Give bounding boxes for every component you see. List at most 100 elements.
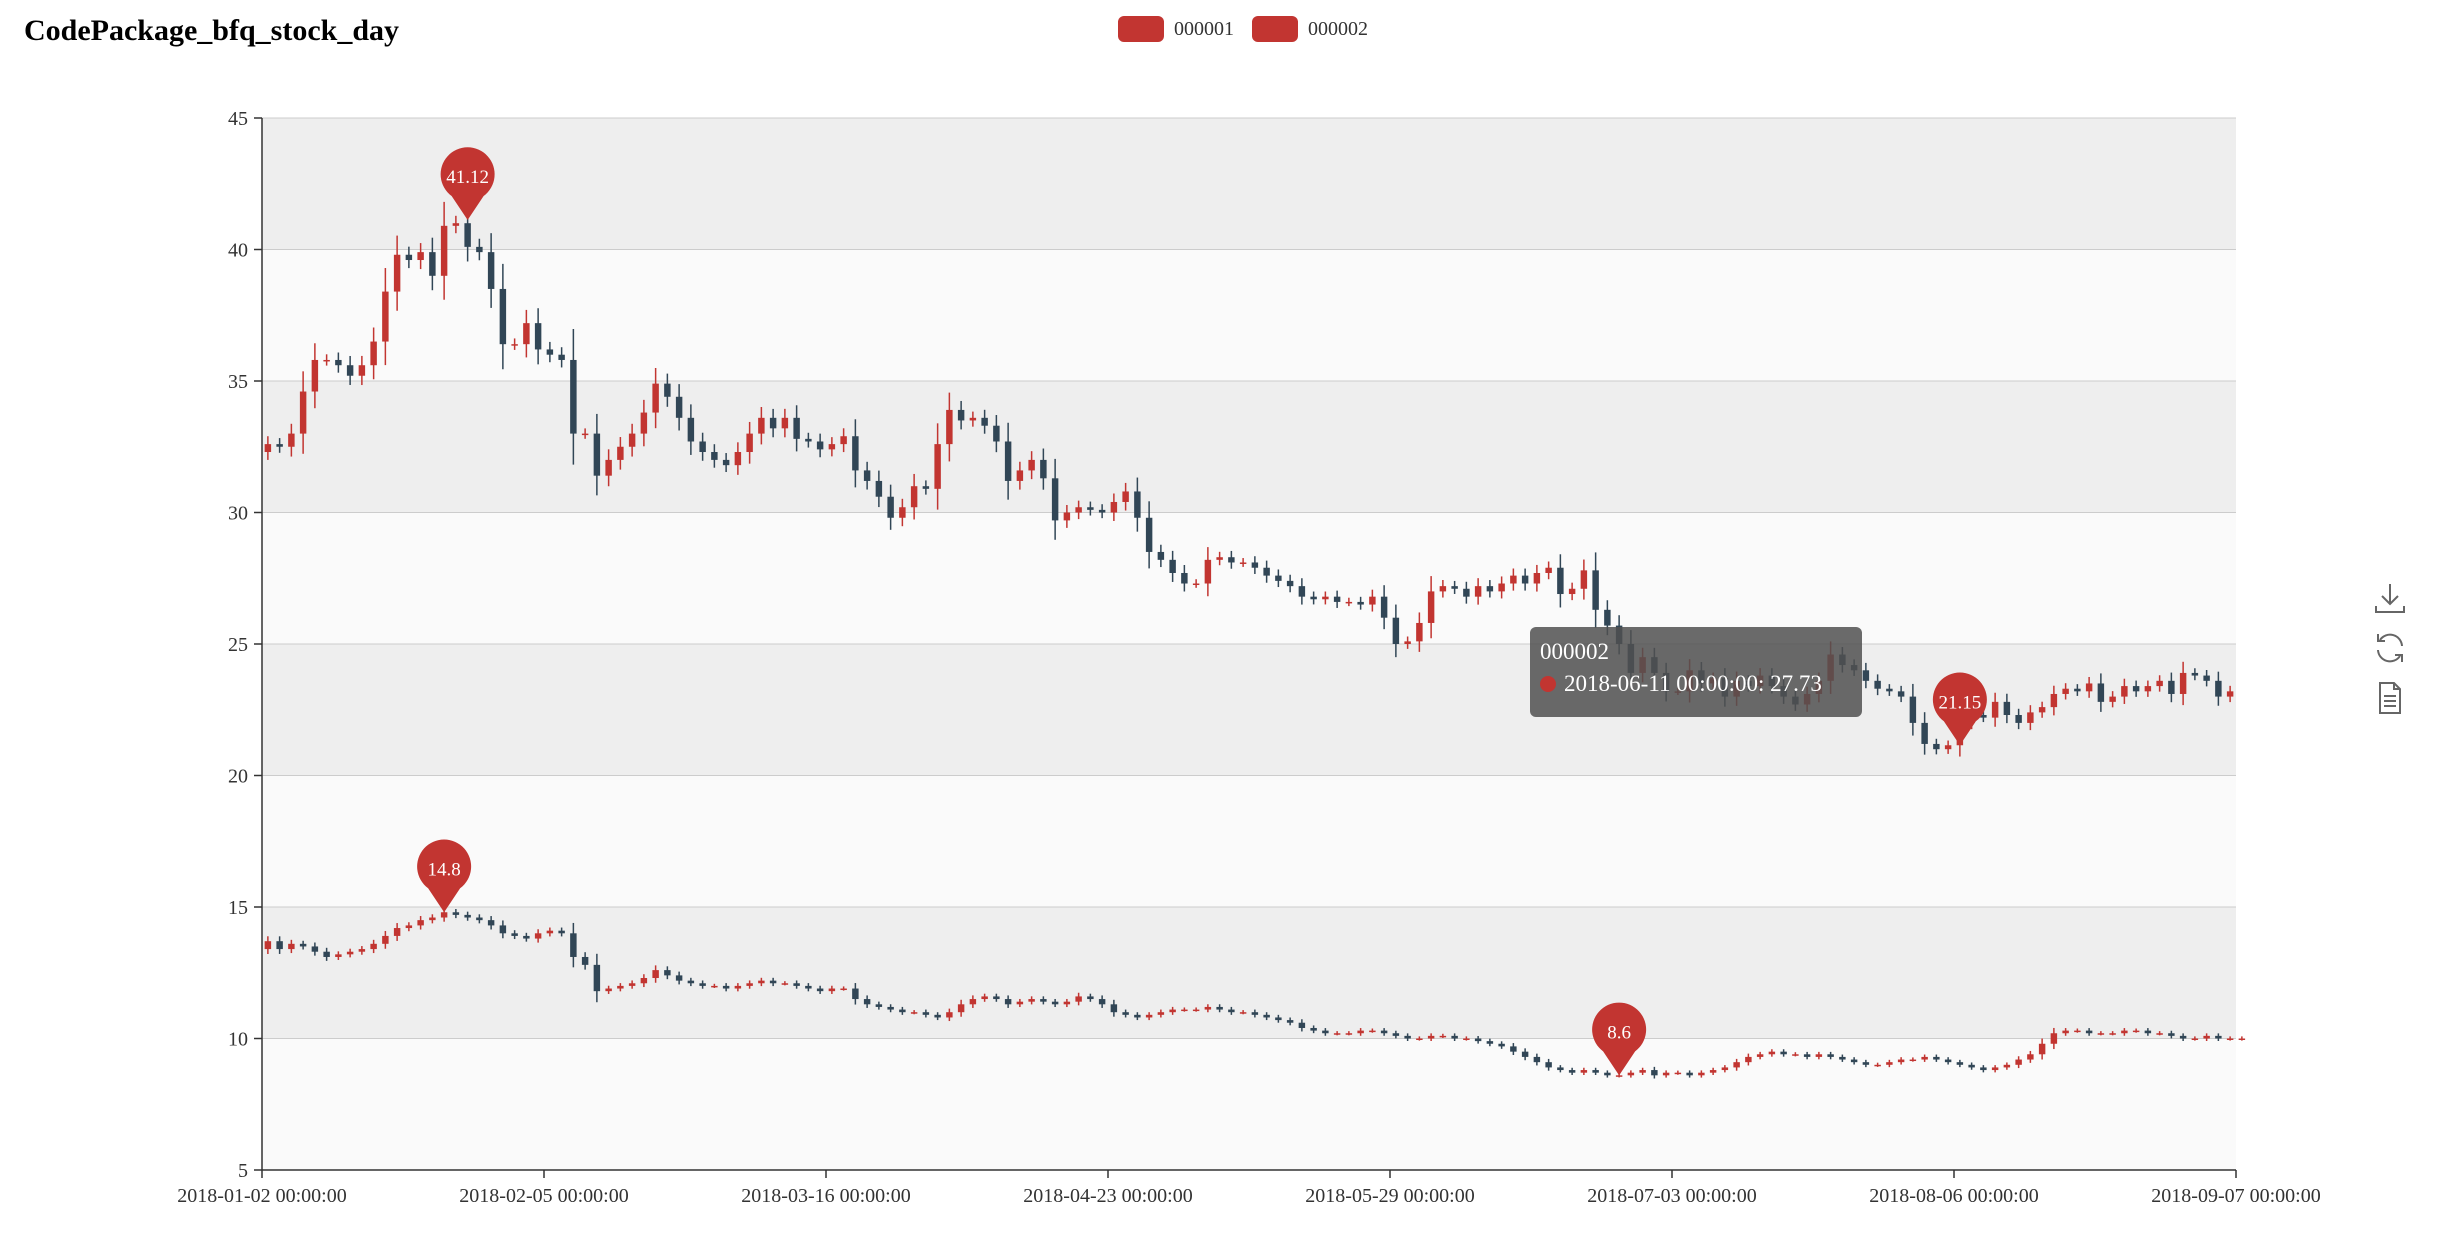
candle-body: [1322, 1030, 1329, 1034]
candle-body: [1275, 575, 1282, 581]
tooltip-marker-dot: [1540, 676, 1556, 692]
candle-body: [382, 291, 389, 342]
candle-body: [1709, 1070, 1717, 1073]
candle-body: [922, 486, 930, 489]
y-tick-label: 45: [228, 108, 248, 130]
candle-body: [687, 980, 695, 984]
candle-body: [1157, 551, 1165, 560]
candle-body: [852, 436, 859, 471]
candle-body: [1333, 1033, 1341, 1035]
legend-item-000001[interactable]: 000001: [1118, 16, 1234, 42]
candle-body: [2179, 1035, 2187, 1039]
candle-body: [1909, 696, 1917, 723]
candle-body: [1662, 1072, 1670, 1076]
candle-body: [1380, 1030, 1388, 1034]
candle-body: [746, 433, 753, 453]
candle-body: [393, 254, 401, 292]
candle-body: [1298, 1022, 1306, 1028]
candle-body: [605, 459, 612, 476]
y-tick-label: 15: [228, 897, 248, 919]
candle-body: [1333, 596, 1341, 602]
legend-item-000002[interactable]: 000002: [1252, 16, 1368, 42]
candle-body: [1486, 586, 1494, 592]
candle-body: [1310, 1027, 1317, 1031]
candle-body: [969, 417, 977, 421]
plot-band: [262, 118, 2236, 250]
candle-body: [370, 943, 377, 950]
candle-body: [1604, 609, 1611, 626]
candle-body: [1521, 1051, 1529, 1057]
candle-body: [1733, 1062, 1740, 1068]
candle-body: [1098, 999, 1106, 1005]
candle-body: [346, 365, 354, 376]
plot-band: [262, 907, 2236, 1039]
candle-body: [1521, 575, 1529, 584]
candle-body: [476, 246, 483, 253]
candle-body: [722, 459, 730, 466]
candle-body: [1322, 596, 1329, 600]
marker-pin: [1592, 1002, 1647, 1076]
candle-body: [828, 988, 836, 992]
candle-body: [2121, 686, 2128, 697]
candle-body: [1874, 680, 1881, 689]
candle-body: [1416, 622, 1423, 642]
candle-body: [711, 985, 718, 988]
candle-body: [1157, 1012, 1165, 1015]
candle-body: [2144, 686, 2152, 692]
chart-title: CodePackage_bfq_stock_day: [24, 14, 400, 47]
candle-body: [863, 999, 871, 1005]
candle-body: [1991, 701, 1999, 718]
candle-body: [1286, 1020, 1294, 1023]
candle-body: [1263, 1014, 1270, 1018]
x-tick-label: 2018-09-07 00:00:00: [2151, 1185, 2320, 1207]
candle-body: [1239, 1012, 1247, 1014]
candle-body: [1886, 1062, 1893, 1065]
candle-body: [946, 1012, 953, 1018]
candle-body: [957, 409, 965, 421]
x-tick-label: 2018-07-03 00:00:00: [1587, 1185, 1756, 1207]
candle-body: [1886, 688, 1893, 692]
candle-body: [1427, 591, 1435, 623]
marker-label: 21.15: [1939, 692, 1982, 713]
candle-body: [1510, 1046, 1517, 1052]
candle-body: [546, 349, 554, 355]
candle-body: [1897, 1059, 1905, 1063]
candle-body: [2191, 1038, 2199, 1040]
candle-body: [1533, 572, 1541, 584]
candle-body: [2062, 688, 2069, 694]
candle-body: [675, 396, 683, 418]
candle-body: [1357, 1030, 1364, 1034]
candle-body: [946, 409, 953, 445]
candle-body: [2074, 688, 2081, 692]
candle-body: [781, 417, 789, 429]
candle-body: [711, 452, 718, 460]
candle-body: [1921, 1056, 1928, 1060]
tooltip-series-name: 000002: [1540, 639, 1609, 664]
candle-body: [417, 252, 424, 261]
candle-body: [546, 930, 554, 934]
candle-body: [1028, 459, 1035, 471]
legend-label-000001: 000001: [1174, 17, 1234, 40]
candle-body: [2215, 1035, 2222, 1039]
candle-body: [805, 985, 812, 989]
candle-body: [1169, 559, 1176, 573]
candle-body: [2003, 1064, 2011, 1068]
restore-icon[interactable]: [2372, 630, 2408, 666]
candle-body: [1134, 491, 1141, 518]
candle-body: [2132, 1030, 2140, 1033]
marker-pin: [1932, 672, 1987, 746]
candle-body: [1451, 1035, 1458, 1039]
candle-body: [2132, 686, 2140, 692]
candle-body: [1110, 501, 1118, 513]
candle-body: [1792, 1054, 1799, 1056]
download-icon[interactable]: [2372, 580, 2408, 616]
candle-body: [405, 254, 413, 261]
candle-body: [593, 433, 601, 476]
candle-body: [2121, 1030, 2128, 1034]
candle-body: [2015, 715, 2022, 723]
data-view-icon[interactable]: [2372, 680, 2408, 716]
candle-body: [452, 223, 460, 226]
x-tick-label: 2018-03-16 00:00:00: [741, 1185, 910, 1207]
candle-body: [1028, 999, 1035, 1002]
candle-body: [1592, 1070, 1599, 1073]
